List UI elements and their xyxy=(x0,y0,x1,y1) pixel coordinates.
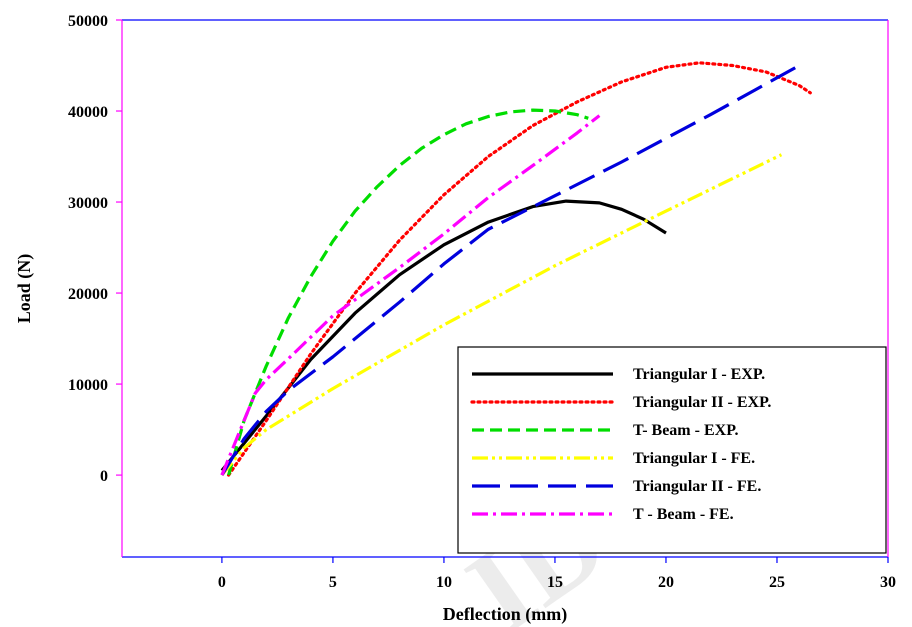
x-tick-label: 25 xyxy=(769,574,785,591)
y-tick-label: 0 xyxy=(100,468,108,485)
x-tick-label: 10 xyxy=(436,574,452,591)
series-line-5 xyxy=(220,64,800,476)
series-line-3 xyxy=(227,108,589,476)
legend-label-1: Triangular I - EXP. xyxy=(633,366,765,383)
x-tick-label: 15 xyxy=(547,574,563,591)
axes-layer: 0 5 10 15 20 25 30 0 10000 20000 30000 40000 50000 xyxy=(68,13,896,591)
x-tick-label: 30 xyxy=(880,574,896,591)
y-tick-label: 50000 xyxy=(68,13,108,30)
series-line-2 xyxy=(227,61,812,477)
legend-box xyxy=(457,346,887,554)
x-tick-label: 20 xyxy=(658,574,674,591)
y-tick-label: 10000 xyxy=(68,377,108,394)
legend-label-4: Triangular I - FE. xyxy=(633,450,755,467)
y-tick-label: 40000 xyxy=(68,104,108,121)
legend: Triangular I - EXP. Triangular II - EXP. T… xyxy=(457,346,887,554)
x-tick-label: 0 xyxy=(218,574,226,591)
series-layer xyxy=(220,61,812,477)
legend-label-6: T - Beam - FE. xyxy=(633,506,734,523)
x-tick-label: 5 xyxy=(329,574,337,591)
y-tick-label: 20000 xyxy=(68,286,108,303)
series-line-4 xyxy=(220,153,783,477)
y-axis-label: Load (N) xyxy=(14,254,35,324)
x-axis-label: Deflection (mm) xyxy=(443,604,567,625)
series-line-6 xyxy=(220,114,601,476)
series-line-1 xyxy=(220,199,667,472)
legend-label-5: Triangular II - FE. xyxy=(633,478,761,495)
legend-label-3: T- Beam - EXP. xyxy=(633,422,739,439)
y-tick-label: 30000 xyxy=(68,195,108,212)
plot-frame xyxy=(121,19,889,558)
legend-label-2: Triangular II - EXP. xyxy=(633,394,771,411)
